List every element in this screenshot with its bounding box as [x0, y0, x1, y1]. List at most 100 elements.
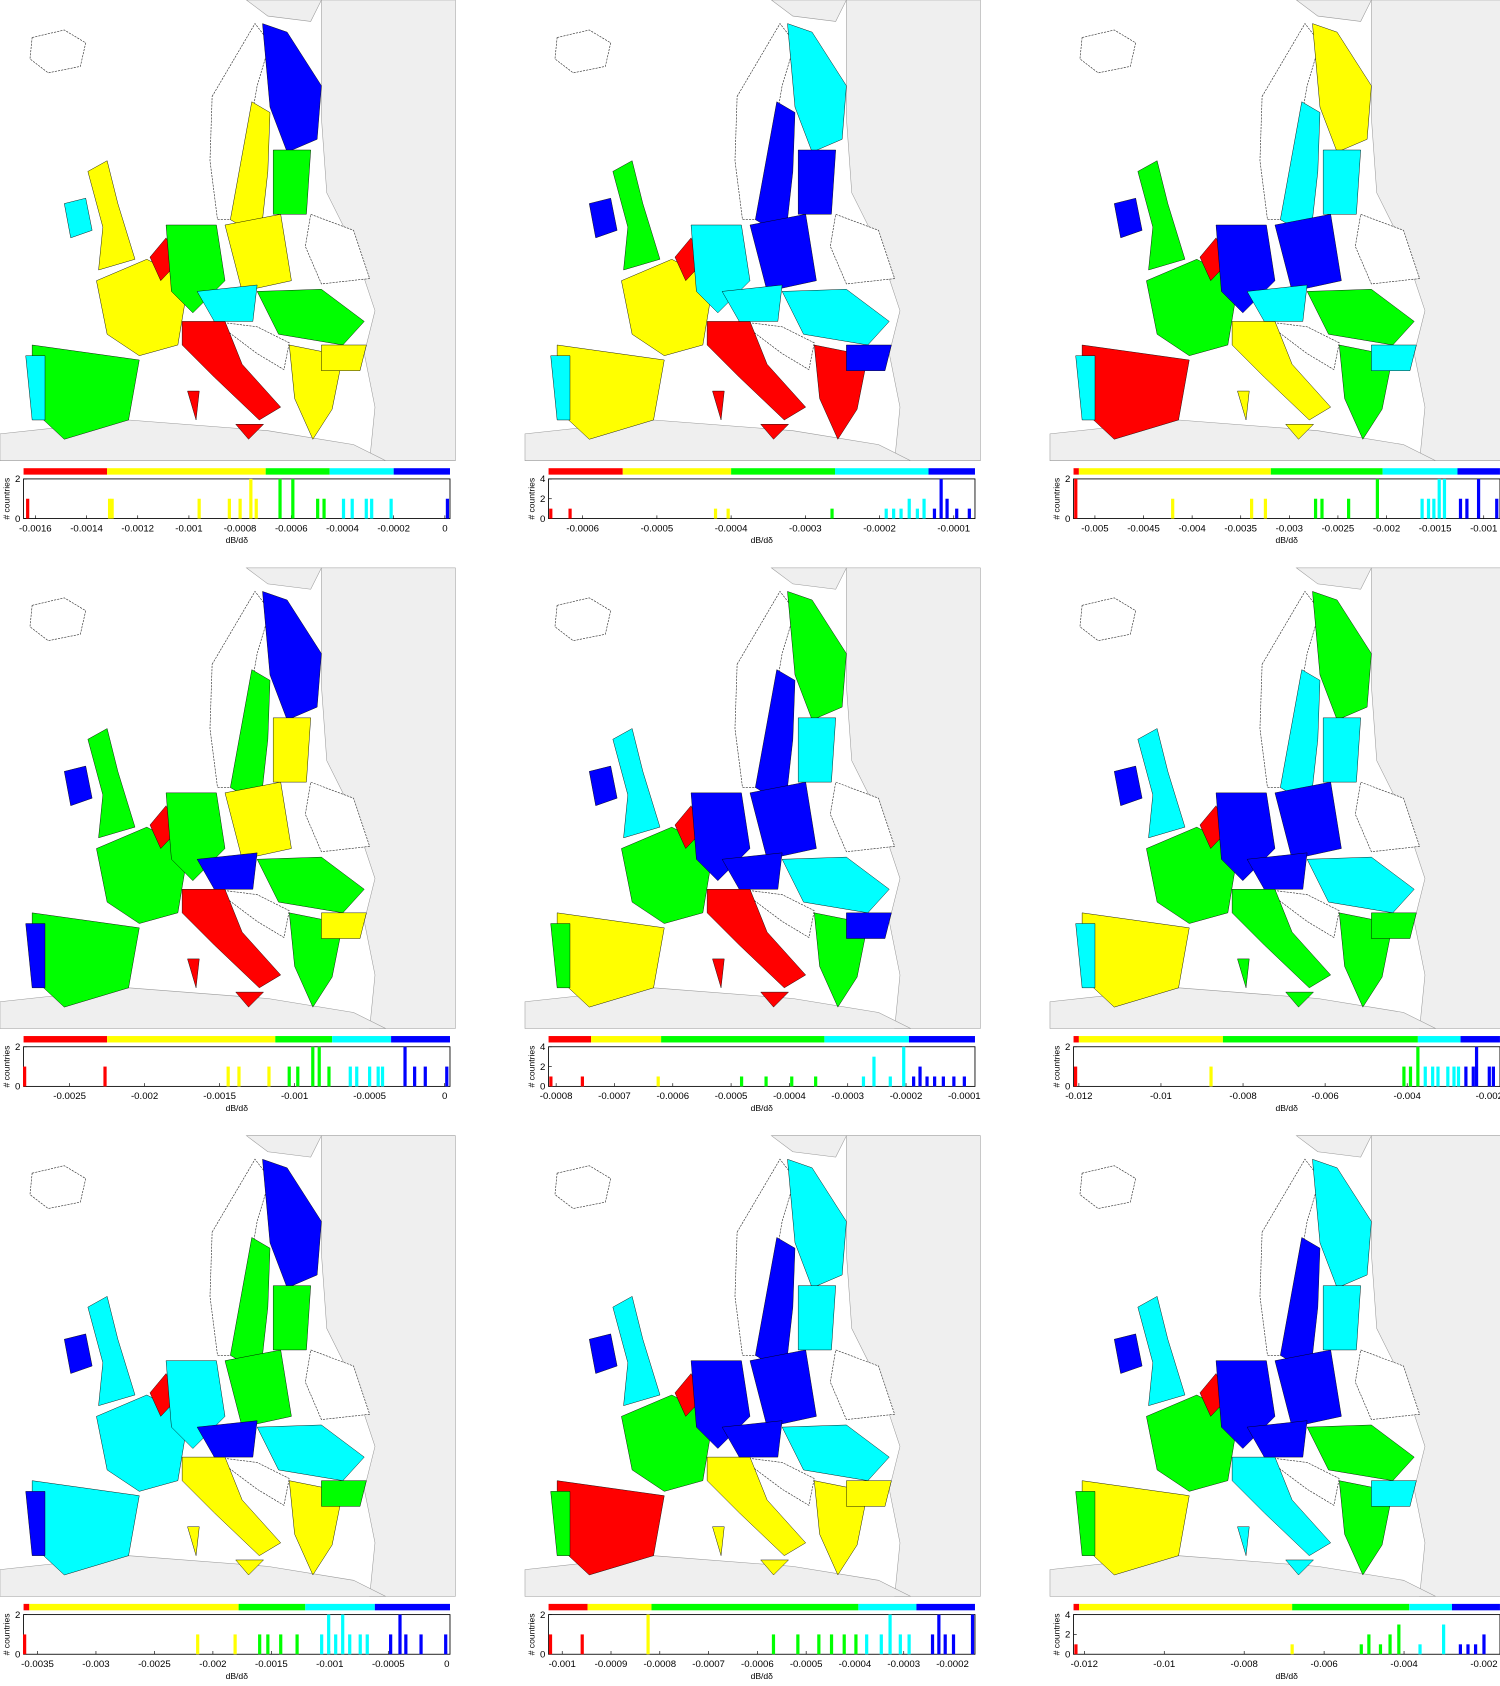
bar: [398, 1614, 402, 1655]
island: [235, 1559, 265, 1576]
x-tick-label: -0.0001: [937, 523, 970, 534]
bar: [790, 1076, 794, 1087]
bar: [23, 1634, 27, 1655]
bar: [322, 498, 326, 519]
panel: -0.012 -0.01 -0.008 -0.006 -0.004 -0.002 0 2 4# …: [1049, 1135, 1500, 1681]
panel: -0.0025 -0.002 -0.0015 -0.001 -0.0005 0 0 2# co…: [0, 567, 456, 1113]
country: [1137, 728, 1186, 839]
bar: [549, 508, 553, 519]
x-tick-label: -0.0015: [255, 1659, 288, 1670]
x-tick-label: -0.006: [1311, 1091, 1338, 1102]
plot-frame: [548, 1614, 976, 1655]
country: [321, 912, 367, 939]
bar: [267, 1066, 271, 1087]
bar: [350, 498, 354, 519]
x-tick-label: -0.003: [82, 1659, 109, 1670]
bar: [291, 478, 295, 519]
bar: [955, 508, 959, 519]
country: [1246, 284, 1308, 322]
x-tick-label: -0.002: [1373, 523, 1400, 534]
land-blank: [1263, 888, 1340, 938]
x-tick-label: -0.004: [1390, 1659, 1418, 1670]
x-tick-label: -0.002: [1470, 1659, 1497, 1670]
color-bar-segment: [332, 1036, 392, 1043]
x-axis-label: dB/dδ: [226, 535, 249, 545]
island: [187, 390, 200, 421]
bar: [1465, 498, 1469, 519]
bar: [932, 508, 937, 519]
country: [224, 214, 292, 292]
plot-frame: [23, 1614, 451, 1655]
country: [797, 717, 836, 783]
bar: [941, 1076, 945, 1087]
bar: [1432, 498, 1436, 519]
color-bar-segment: [23, 1036, 108, 1043]
color-bar-segment: [107, 468, 266, 475]
bar: [1452, 1066, 1456, 1087]
bar: [365, 1634, 369, 1655]
color-bar-segment: [107, 1036, 276, 1043]
country: [1322, 1285, 1361, 1351]
bar: [872, 1056, 876, 1087]
color-bar-segment: [1073, 1603, 1080, 1611]
x-tick-label: 0: [442, 523, 447, 534]
bar: [1388, 1634, 1392, 1655]
land-outside: [1295, 1135, 1372, 1158]
x-tick-label: -0.001: [316, 1659, 343, 1670]
country: [787, 23, 847, 153]
x-tick-label: -0.005: [1081, 523, 1108, 534]
map: [524, 567, 981, 1029]
x-tick-label: -0.0004: [715, 523, 748, 534]
bar: [1367, 1634, 1371, 1655]
country: [64, 197, 93, 239]
bar: [1416, 1046, 1420, 1087]
x-tick-label: -0.0007: [598, 1091, 631, 1102]
land-outside: [1295, 567, 1372, 590]
country: [1075, 1491, 1096, 1556]
color-bar-segment: [391, 1036, 450, 1043]
country: [1146, 826, 1239, 924]
land-outside: [770, 567, 847, 590]
plot-frame: [548, 478, 976, 519]
country: [1274, 781, 1342, 860]
bar: [1250, 498, 1254, 519]
panel: -0.0008 -0.0007 -0.0006 -0.0005 -0.0004 -0.00…: [524, 567, 981, 1113]
country: [1371, 1480, 1417, 1507]
y-tick-label: 0: [540, 514, 545, 525]
land-outside: [770, 1135, 847, 1158]
bar: [925, 1076, 929, 1087]
country: [721, 852, 783, 890]
bar: [370, 498, 374, 519]
bar: [970, 1614, 975, 1655]
bar: [355, 1066, 359, 1087]
x-tick-label: -0.0008: [540, 1091, 573, 1102]
island: [1237, 1526, 1250, 1556]
plot-frame: [548, 1046, 976, 1087]
x-tick-label: -0.0025: [1322, 523, 1355, 534]
y-tick-label: 2: [540, 1062, 545, 1073]
color-bar-segment: [651, 1603, 859, 1611]
island: [1285, 1559, 1315, 1576]
bar: [1347, 498, 1351, 519]
y-tick-label: 4: [1065, 1610, 1071, 1621]
color-bar-segment: [591, 1036, 662, 1043]
x-tick-label: -0.0006: [656, 1091, 689, 1102]
country: [787, 1158, 847, 1289]
country: [1322, 717, 1361, 783]
bar: [943, 1634, 947, 1655]
bar: [103, 1066, 107, 1087]
x-tick-label: -0.004: [1178, 523, 1206, 534]
color-bar-segment: [265, 468, 330, 475]
color-bar-segment: [908, 1036, 975, 1043]
x-tick-label: -0.0004: [773, 1091, 806, 1102]
country: [612, 160, 661, 271]
bar: [348, 1634, 352, 1655]
bar: [376, 1066, 380, 1087]
x-axis-label: dB/dδ: [226, 1103, 249, 1113]
country: [321, 344, 367, 371]
bar: [884, 508, 888, 519]
y-axis-label: # countries: [2, 1613, 12, 1655]
bar: [287, 1066, 291, 1087]
bar: [444, 1634, 448, 1655]
